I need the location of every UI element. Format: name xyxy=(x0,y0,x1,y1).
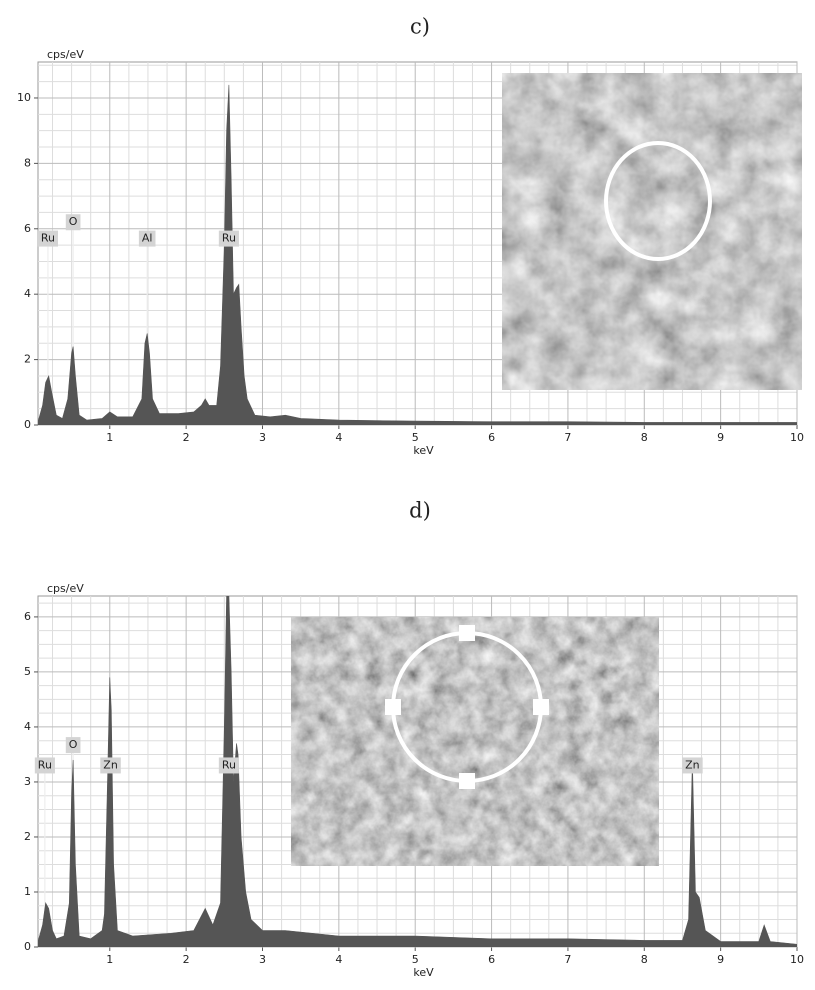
x-axis-label: keV xyxy=(413,966,434,979)
y-tick-label: 8 xyxy=(24,156,31,169)
peak-label: O xyxy=(69,738,78,751)
x-tick-label: 9 xyxy=(717,431,724,444)
peak-label-box xyxy=(65,214,81,231)
chart-title: d) xyxy=(409,499,431,523)
y-axis-label: cps/eV xyxy=(47,582,84,595)
peak-label-box xyxy=(65,737,81,754)
y-tick-label: 6 xyxy=(24,222,31,235)
peak-label: Ru xyxy=(222,232,236,245)
y-tick-label: 4 xyxy=(24,287,31,300)
peak-label-box xyxy=(218,757,239,774)
peak-label-box xyxy=(682,757,703,774)
y-tick-label: 0 xyxy=(24,418,31,431)
sem-inset-d xyxy=(291,617,659,866)
y-axis-label: cps/eV xyxy=(47,48,84,61)
x-tick-label: 5 xyxy=(412,953,419,966)
peak-label: Al xyxy=(142,232,153,245)
y-tick-label: 2 xyxy=(24,830,31,843)
y-tick-label: 1 xyxy=(24,885,31,898)
y-tick-label: 4 xyxy=(24,720,31,733)
spectrum xyxy=(38,84,797,425)
sem-inset-c xyxy=(502,73,802,390)
y-tick-label: 10 xyxy=(17,91,31,104)
x-tick-label: 6 xyxy=(488,953,495,966)
x-tick-label: 4 xyxy=(335,953,342,966)
peak-label-box xyxy=(37,230,58,247)
handle xyxy=(459,625,475,641)
x-tick-label: 8 xyxy=(641,953,648,966)
x-tick-label: 3 xyxy=(259,953,266,966)
handle xyxy=(385,699,401,715)
peak-label: Zn xyxy=(685,758,700,771)
selection-circle xyxy=(604,141,712,261)
x-tick-label: 8 xyxy=(641,431,648,444)
x-tick-label: 10 xyxy=(790,953,804,966)
peak-label-box xyxy=(100,757,121,774)
peak-label: Ru xyxy=(222,758,236,771)
y-tick-label: 2 xyxy=(24,353,31,366)
spectrum xyxy=(38,596,797,947)
handle xyxy=(459,773,475,789)
x-tick-label: 10 xyxy=(790,431,804,444)
y-tick-label: 6 xyxy=(24,610,31,623)
peak-label-box xyxy=(138,230,156,247)
peak-label-box xyxy=(218,230,239,247)
x-tick-label: 1 xyxy=(106,431,113,444)
x-tick-label: 5 xyxy=(412,431,419,444)
x-tick-label: 6 xyxy=(488,431,495,444)
x-tick-label: 2 xyxy=(183,431,190,444)
x-tick-label: 1 xyxy=(106,953,113,966)
x-tick-label: 7 xyxy=(564,431,571,444)
x-tick-label: 4 xyxy=(335,431,342,444)
peak-label-box xyxy=(34,757,55,774)
y-tick-label: 3 xyxy=(24,775,31,788)
peak-label: Ru xyxy=(41,232,55,245)
x-tick-label: 7 xyxy=(564,953,571,966)
peak-label: O xyxy=(69,215,78,228)
sem-image xyxy=(291,617,659,866)
x-axis-label: keV xyxy=(413,444,434,457)
sem-image xyxy=(502,73,802,390)
x-tick-label: 2 xyxy=(183,953,190,966)
y-tick-label: 5 xyxy=(24,665,31,678)
handle xyxy=(533,699,549,715)
x-tick-label: 9 xyxy=(717,953,724,966)
peak-label: Zn xyxy=(103,758,118,771)
x-tick-label: 3 xyxy=(259,431,266,444)
peak-label: Ru xyxy=(38,758,52,771)
y-tick-label: 0 xyxy=(24,940,31,953)
chart-title: c) xyxy=(410,15,430,39)
